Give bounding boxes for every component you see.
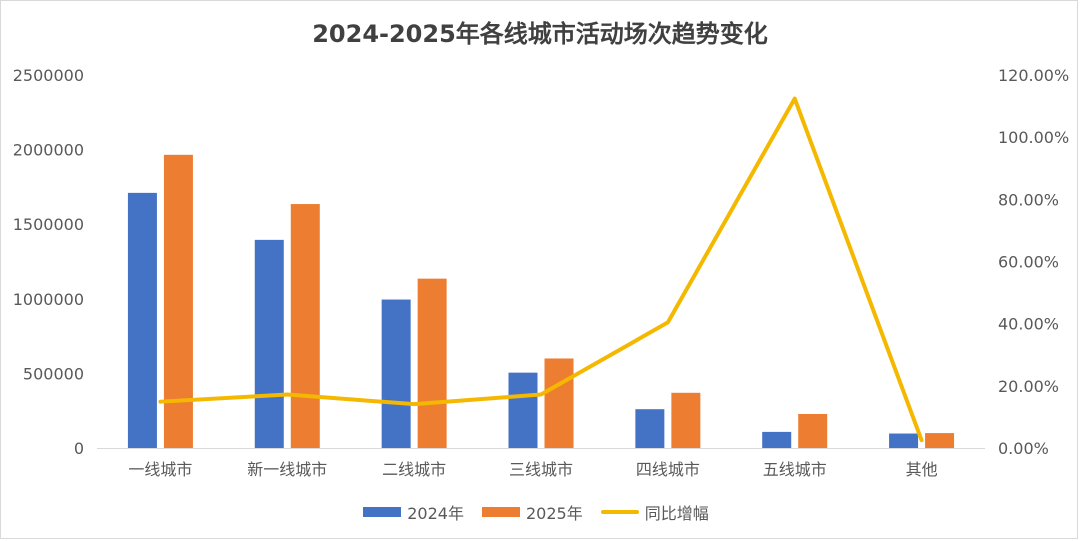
- bar-2025: [417, 278, 447, 448]
- bar-2025: [290, 204, 320, 448]
- y-right-tick-label: 40.00%: [998, 315, 1059, 334]
- legend-item-2024: 2024年: [363, 500, 464, 524]
- x-tick-label: 五线城市: [763, 460, 827, 479]
- legend-swatch-2024: [363, 507, 402, 517]
- y-left-tick-label: 2000000: [13, 141, 84, 160]
- bar-2025: [544, 358, 574, 448]
- legend-label-2025: 2025年: [525, 504, 583, 523]
- legend-label-yoy: 同比增幅: [644, 504, 709, 523]
- x-tick-label: 三线城市: [509, 460, 573, 479]
- bar-2024: [762, 431, 792, 448]
- y-right-tick-label: 100.00%: [998, 128, 1069, 147]
- y-left-tick-label: 1500000: [13, 215, 84, 234]
- bar-2024: [127, 192, 157, 448]
- bar-2024: [381, 299, 411, 448]
- y-right-tick-label: 20.00%: [998, 377, 1059, 396]
- x-tick-label: 其他: [906, 460, 938, 479]
- bar-2024: [635, 409, 665, 448]
- x-tick-label: 二线城市: [382, 460, 446, 479]
- bar-2025: [925, 433, 955, 448]
- y-right-tick-label: 60.00%: [998, 253, 1059, 272]
- x-tick-label: 一线城市: [128, 460, 192, 479]
- y-right-tick-label: 80.00%: [998, 190, 1059, 209]
- bar-2025: [163, 154, 193, 448]
- bar-2025: [671, 392, 701, 448]
- y-left-tick-label: 500000: [23, 364, 84, 383]
- bar-2024: [508, 372, 538, 448]
- legend-item-yoy: 同比增幅: [600, 500, 709, 524]
- legend-swatch-2025: [481, 507, 520, 517]
- chart-legend: 2024年 2025年 同比增幅: [0, 500, 1080, 524]
- bar-2024: [889, 433, 919, 448]
- y-left-tick-label: 1000000: [13, 290, 84, 309]
- y-right-tick-label: 0.00%: [998, 439, 1049, 458]
- chart-title: 2024-2025年各线城市活动场次趋势变化: [312, 20, 768, 48]
- x-tick-label: 四线城市: [636, 460, 700, 479]
- bar-2025: [798, 413, 828, 448]
- legend-item-2025: 2025年: [481, 500, 583, 524]
- legend-label-2024: 2024年: [407, 504, 464, 523]
- y-right-tick-label: 120.00%: [998, 66, 1069, 85]
- bar-2024: [254, 239, 284, 448]
- legend-swatch-yoy: [600, 510, 639, 514]
- y-left-tick-label: 2500000: [13, 66, 84, 85]
- y-left-tick-label: 0: [74, 439, 84, 458]
- x-tick-label: 新一线城市: [247, 460, 327, 479]
